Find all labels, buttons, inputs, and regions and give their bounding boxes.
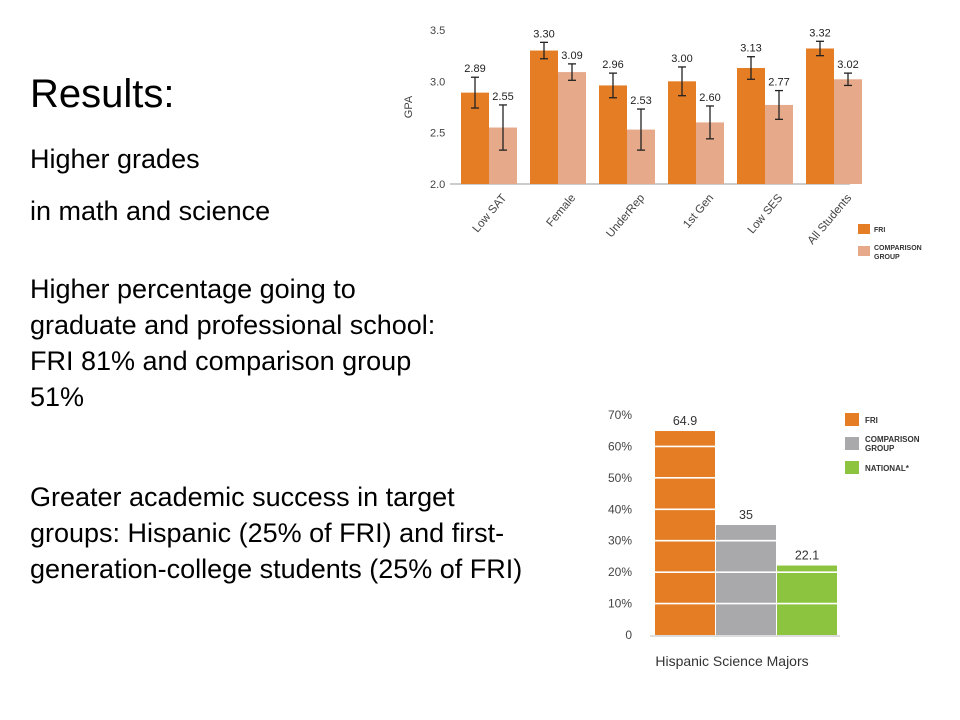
bullet-target-groups: Greater academic success in target group… [30, 482, 523, 584]
legend-swatch-fri [858, 224, 870, 234]
legend-label-comparison-line1: COMPARISON [874, 245, 922, 252]
bar-national [777, 565, 837, 635]
data-label: 2.77 [768, 77, 789, 89]
y-tick-label: 30% [608, 534, 632, 548]
data-label: 64.9 [673, 414, 697, 428]
legend-label-line2: GROUP [865, 444, 895, 453]
data-label: 2.55 [492, 91, 513, 103]
y-tick-label: 2.5 [430, 128, 445, 140]
bar-comparison [558, 72, 586, 184]
x-tick-label: 1st Gen [681, 192, 716, 231]
y-tick-label: 3.0 [430, 76, 445, 88]
x-axis-label: Hispanic Science Majors [655, 653, 808, 669]
legend-label: NATIONAL* [865, 464, 910, 473]
y-tick-label: 70% [608, 408, 632, 422]
legend-swatch [845, 437, 859, 450]
y-tick-label: 3.5 [430, 25, 445, 37]
legend-swatch-comparison [858, 246, 870, 256]
legend-swatch [845, 413, 859, 426]
bar-fri [530, 50, 558, 185]
data-label: 2.53 [630, 95, 651, 107]
data-label: 22.1 [795, 549, 819, 563]
bar-fri [655, 431, 715, 635]
hispanic-science-majors-chart: 0 10% 20% 30% 40% 50% 60% 70% 64.9 35 22.1 Hispanic… [608, 408, 920, 669]
gpa-bar-chart: GPA 2.0 2.5 3.0 3.5 2.89 2.55 Low SAT 3.30 3.09 Fe… [403, 25, 922, 261]
y-axis-label: GPA [403, 95, 415, 118]
bar-fri [668, 81, 696, 184]
x-tick-label: UnderRep [604, 192, 647, 240]
data-label: 3.09 [561, 50, 582, 62]
bullet-graduate-school: Higher percentage going to graduate and … [30, 274, 436, 412]
slide-title: Results: [30, 72, 175, 116]
data-label: 2.96 [602, 59, 623, 71]
bar-comparison [834, 79, 862, 184]
data-label: 3.32 [809, 27, 830, 39]
x-tick-label: All Students [806, 192, 855, 247]
data-label: 3.30 [533, 28, 554, 40]
data-label: 3.13 [740, 43, 761, 55]
data-label: 35 [739, 508, 753, 522]
legend-label-fri: FRI [874, 227, 885, 234]
bar-fri [599, 85, 627, 184]
bullet-math-science: in math and science [30, 196, 271, 226]
x-tick-label: Low SES [746, 192, 786, 236]
bar-fri [806, 48, 834, 185]
data-label: 2.60 [699, 92, 720, 104]
x-tick-label: Low SAT [471, 192, 510, 235]
y-tick-label: 2.0 [430, 179, 445, 191]
legend-swatch [845, 461, 859, 474]
y-tick-label: 50% [608, 471, 632, 485]
y-tick-label: 40% [608, 502, 632, 516]
x-tick-label: Female [544, 192, 578, 229]
data-label: 2.89 [464, 63, 485, 75]
bar-comparison-group [716, 525, 776, 635]
bullet-higher-grades: Higher grades [30, 144, 200, 174]
data-label: 3.02 [837, 59, 858, 71]
y-tick-label: 20% [608, 565, 632, 579]
bar-fri [737, 67, 765, 184]
data-label: 3.00 [671, 53, 692, 65]
legend-label-comparison-line2: GROUP [874, 254, 900, 261]
legend-label-line1: COMPARISON [865, 435, 920, 444]
y-tick-label: 60% [608, 439, 632, 453]
legend-label: FRI [865, 416, 878, 425]
y-tick-label: 0 [625, 628, 632, 642]
y-tick-label: 10% [608, 597, 632, 611]
